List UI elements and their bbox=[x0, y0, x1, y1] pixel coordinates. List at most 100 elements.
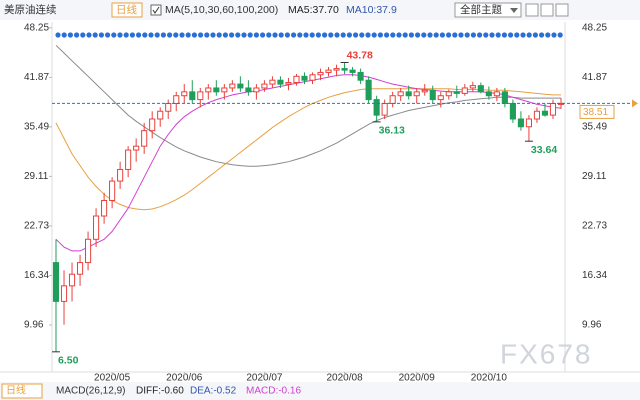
y-tick-label: 9.96 bbox=[24, 320, 44, 331]
last-price-box bbox=[579, 104, 615, 119]
candle-body bbox=[205, 87, 212, 93]
ma5: MA5:37.70 bbox=[288, 4, 339, 16]
event-dot bbox=[557, 32, 563, 38]
candle-body bbox=[277, 79, 284, 85]
candle-body bbox=[141, 130, 148, 147]
event-dot bbox=[489, 32, 495, 38]
event-dot bbox=[67, 32, 73, 38]
event-dot bbox=[551, 32, 557, 38]
candle-body bbox=[149, 118, 156, 132]
event-dot bbox=[520, 32, 526, 38]
x-tick-label: 2020/09 bbox=[399, 373, 436, 384]
event-dot bbox=[477, 32, 483, 38]
event-dot bbox=[136, 32, 142, 38]
event-dot bbox=[371, 32, 377, 38]
candle-body bbox=[85, 238, 92, 264]
last-price-arrow bbox=[632, 99, 638, 108]
candle-body bbox=[485, 91, 492, 97]
footer-period[interactable]: 日线 bbox=[6, 384, 26, 397]
zoom-in[interactable] bbox=[525, 3, 539, 17]
event-dot bbox=[415, 32, 421, 38]
candle-body bbox=[477, 85, 484, 93]
candle-body bbox=[373, 99, 380, 116]
candle-body bbox=[421, 89, 428, 93]
event-dot bbox=[222, 32, 228, 38]
annotation: 6.50 bbox=[58, 355, 79, 367]
event-dot bbox=[291, 32, 297, 38]
event-dot bbox=[142, 32, 148, 38]
candle-body bbox=[493, 91, 500, 97]
event-dot bbox=[365, 32, 371, 38]
event-dot bbox=[253, 32, 259, 38]
candle-body bbox=[52, 262, 60, 302]
event-dot bbox=[98, 32, 104, 38]
watermark: FX678 bbox=[500, 338, 593, 369]
fullscreen[interactable] bbox=[555, 3, 569, 17]
candle-body bbox=[253, 87, 260, 93]
candle-body bbox=[237, 83, 244, 89]
y-tick-label: 29.11 bbox=[24, 171, 49, 182]
event-dot bbox=[508, 32, 514, 38]
event-dot bbox=[539, 32, 545, 38]
macd: MACD:-0.16 bbox=[246, 386, 301, 397]
candle-body bbox=[365, 79, 372, 101]
candle-body bbox=[501, 91, 508, 104]
event-dot bbox=[384, 32, 390, 38]
ma-setting: MA(5,10,30,60,100,200) bbox=[165, 4, 278, 16]
candle-body bbox=[469, 85, 476, 89]
event-dot bbox=[160, 32, 166, 38]
event-dot bbox=[111, 32, 117, 38]
macd-setting: MACD(26,12,9) bbox=[56, 386, 125, 397]
y-tick-label-right: 9.96 bbox=[582, 320, 602, 331]
check bbox=[152, 6, 160, 14]
candle-body bbox=[549, 102, 557, 116]
event-dot bbox=[495, 32, 501, 38]
period[interactable]: 日线 bbox=[116, 3, 137, 16]
event-dot bbox=[123, 32, 129, 38]
candle-body bbox=[165, 102, 172, 112]
candle-body bbox=[125, 149, 132, 170]
event-dot bbox=[55, 32, 61, 38]
event-dot bbox=[353, 32, 359, 38]
footer-period-select[interactable] bbox=[1, 383, 43, 399]
event-dot bbox=[61, 32, 67, 38]
event-dot bbox=[297, 32, 303, 38]
event-dot bbox=[198, 32, 204, 38]
event-dot bbox=[179, 32, 185, 38]
event-dot bbox=[148, 32, 154, 38]
annotation: 33.64 bbox=[531, 144, 557, 156]
dropdown-arrow bbox=[510, 8, 518, 13]
event-dot bbox=[105, 32, 111, 38]
x-tick-label: 2020/07 bbox=[246, 373, 283, 384]
period-select[interactable] bbox=[111, 2, 143, 18]
theme[interactable]: 全部主题 bbox=[460, 3, 502, 16]
annotation: 36.13 bbox=[379, 125, 405, 137]
y-tick-label-right: 16.34 bbox=[582, 270, 607, 281]
event-dot bbox=[129, 32, 135, 38]
event-dot bbox=[458, 32, 464, 38]
theme-select[interactable] bbox=[454, 2, 522, 18]
event-dot bbox=[328, 32, 334, 38]
last-price-label: 38.51 bbox=[583, 107, 608, 118]
event-dot bbox=[396, 32, 402, 38]
annotation: 43.78 bbox=[347, 49, 373, 61]
event-dot bbox=[80, 32, 86, 38]
candle-body bbox=[517, 118, 524, 128]
event-dot bbox=[427, 32, 433, 38]
candle-body bbox=[525, 118, 532, 128]
event-dot bbox=[210, 32, 216, 38]
event-dot bbox=[173, 32, 179, 38]
event-dot bbox=[86, 32, 92, 38]
y-tick-label-right: 41.87 bbox=[582, 72, 607, 83]
event-dot bbox=[154, 32, 160, 38]
candle-body bbox=[453, 91, 460, 94]
zoom-out[interactable] bbox=[540, 3, 554, 17]
event-dot bbox=[303, 32, 309, 38]
candle-body bbox=[245, 87, 252, 93]
candle-body bbox=[381, 102, 388, 116]
ma-checkbox[interactable] bbox=[150, 4, 162, 16]
candle-body bbox=[341, 68, 348, 71]
event-dot bbox=[377, 32, 383, 38]
